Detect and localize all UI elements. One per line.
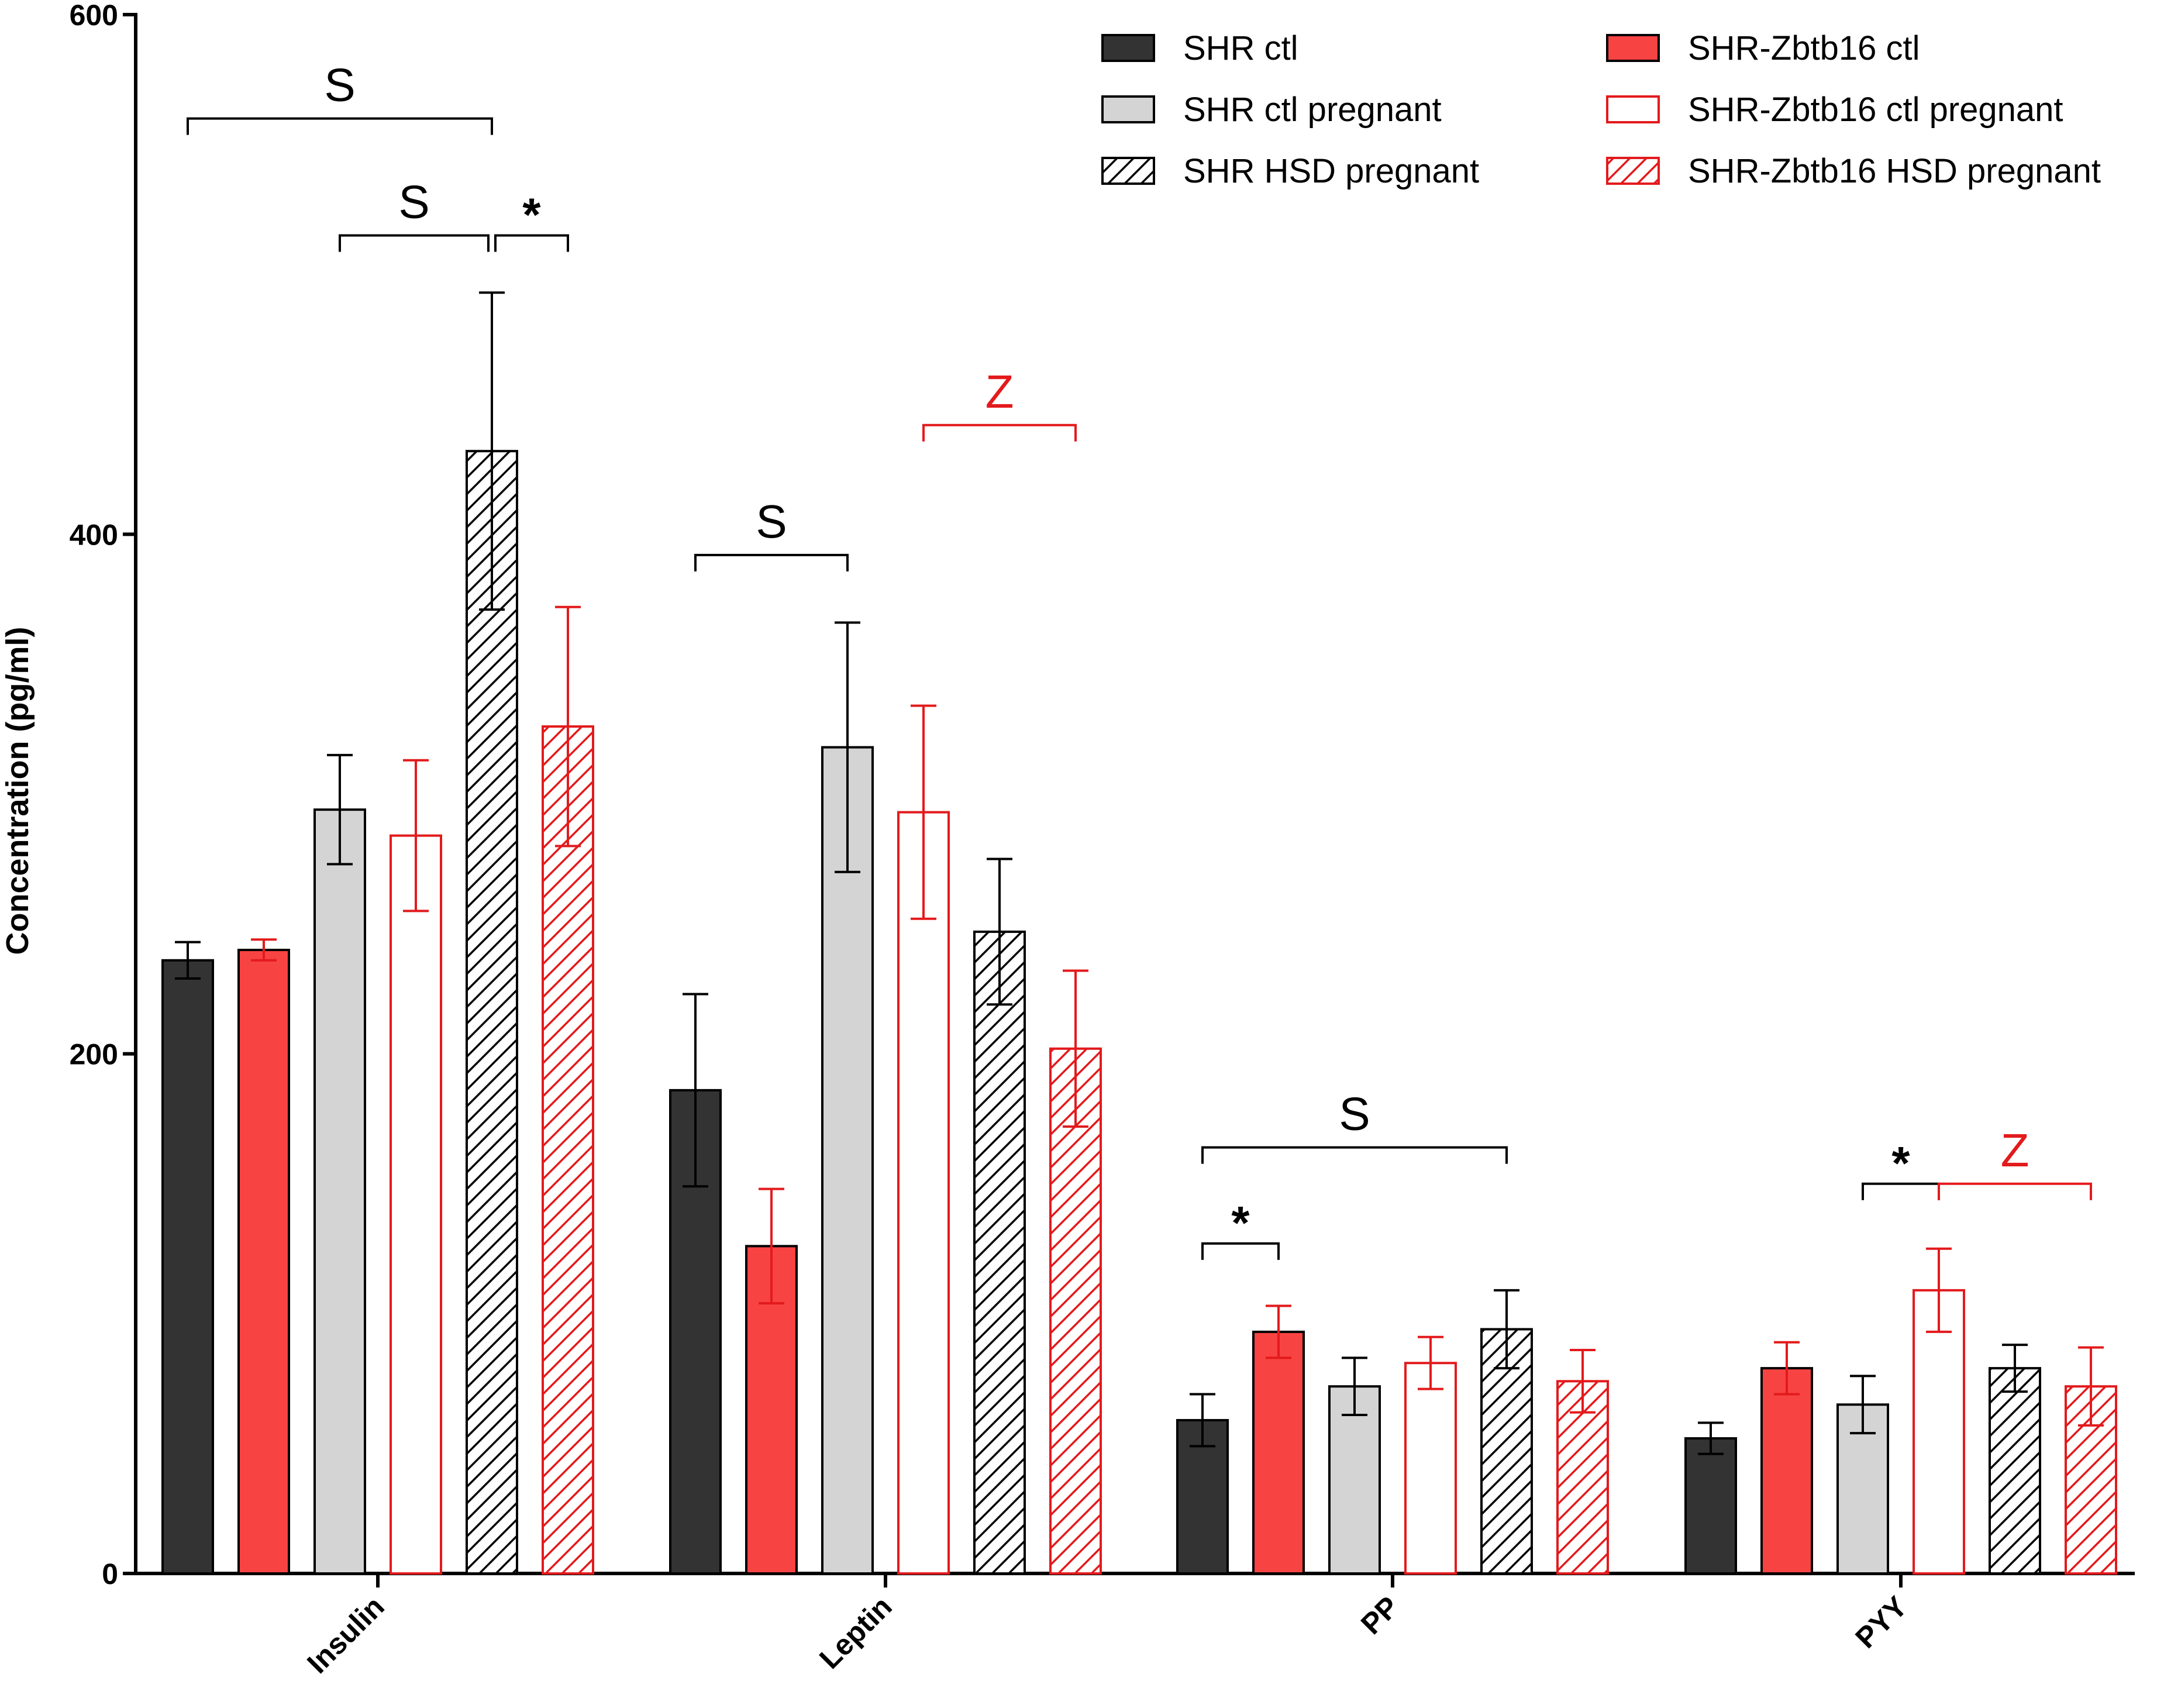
bar-1-2 <box>1252 1330 1305 1575</box>
legend-swatch <box>1101 95 1155 123</box>
y-tick-label: 400 <box>70 518 118 551</box>
legend-swatch <box>1606 157 1660 185</box>
significance-brackets: S S * Z S S * * Z <box>187 59 2092 1260</box>
legend-label: SHR-Zbtb16 ctl <box>1688 29 1920 67</box>
legend-label: SHR ctl pregnant <box>1183 91 1442 129</box>
significance-label: Z <box>985 366 1014 418</box>
significance-bracket <box>1201 1146 1508 1164</box>
significance-label: Z <box>2001 1124 2029 1176</box>
bar-0-3 <box>1684 1437 1737 1575</box>
bar-3-2 <box>1404 1362 1457 1575</box>
y-axis-label: Concentration (pg/ml) <box>0 627 35 955</box>
bar-0-1 <box>669 1089 722 1575</box>
x-tick-label: PP <box>1355 1590 1405 1641</box>
legend-label: SHR HSD pregnant <box>1183 152 1479 190</box>
y-tick-label: 0 <box>102 1558 118 1590</box>
x-tick-label: Insulin <box>301 1590 391 1680</box>
significance-label: * <box>1231 1197 1250 1249</box>
significance-bracket <box>339 234 490 252</box>
legend-swatch <box>1606 34 1660 62</box>
bar-2-1 <box>821 746 874 1575</box>
significance-bracket <box>1201 1242 1280 1260</box>
bar-2-0 <box>313 808 366 1575</box>
bar-4-0 <box>466 450 518 1575</box>
legend-swatch <box>1606 95 1660 123</box>
significance-label: S <box>398 176 429 228</box>
significance-bracket <box>694 553 849 571</box>
significance-bracket <box>922 423 1077 442</box>
significance-label: S <box>756 495 787 547</box>
legend-swatch <box>1101 34 1155 62</box>
bar-4-1 <box>973 930 1026 1575</box>
bar-5-0 <box>542 725 594 1575</box>
legend-label: SHR-Zbtb16 HSD pregnant <box>1688 152 2101 190</box>
significance-label: S <box>324 59 355 111</box>
significance-label: S <box>1339 1088 1370 1140</box>
bar-5-1 <box>1049 1047 1102 1575</box>
y-tick-label: 200 <box>70 1038 118 1071</box>
bar-1-3 <box>1760 1367 1813 1575</box>
x-tick-label: Leptin <box>813 1590 898 1675</box>
bars <box>161 291 2117 1575</box>
significance-bracket <box>494 234 569 252</box>
significance-bracket <box>187 117 493 135</box>
legend-label: SHR ctl <box>1183 29 1298 67</box>
x-tick-label: PYY <box>1849 1590 1913 1654</box>
bar-4-3 <box>1989 1367 2041 1575</box>
bar-1-0 <box>237 949 290 1575</box>
bar-3-1 <box>897 811 950 1575</box>
bar-3-0 <box>390 834 442 1575</box>
legend-label: SHR-Zbtb16 ctl pregnant <box>1688 91 2063 129</box>
bar-3-3 <box>1913 1289 1965 1575</box>
significance-label: * <box>522 189 541 241</box>
significance-bracket <box>1938 1182 2092 1200</box>
axes: 0 200 400 600 Insulin Leptin PP PYY <box>70 0 2135 1680</box>
legend-swatch <box>1101 157 1155 185</box>
significance-label: * <box>1891 1137 1910 1189</box>
bar-0-0 <box>161 959 214 1575</box>
y-tick-label: 600 <box>70 0 118 32</box>
legend: SHR ctl SHR ctl pregnant SHR HSD pregnant S… <box>1101 29 2101 190</box>
